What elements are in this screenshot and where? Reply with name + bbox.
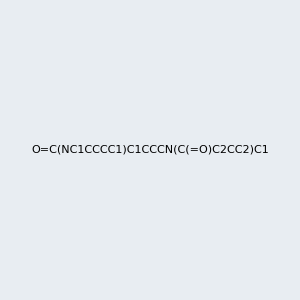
- Text: O=C(NC1CCCC1)C1CCCN(C(=O)C2CC2)C1: O=C(NC1CCCC1)C1CCCN(C(=O)C2CC2)C1: [31, 145, 269, 155]
